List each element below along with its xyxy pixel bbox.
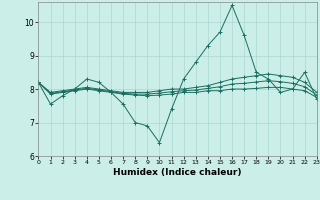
X-axis label: Humidex (Indice chaleur): Humidex (Indice chaleur): [113, 168, 242, 177]
